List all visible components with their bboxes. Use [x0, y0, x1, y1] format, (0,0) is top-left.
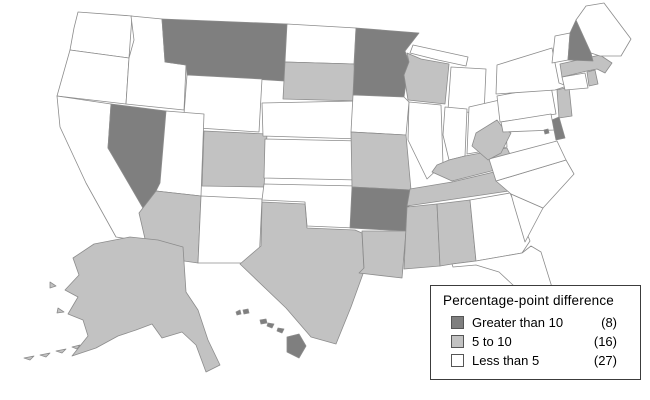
state-AR [349, 186, 412, 232]
state-NH [567, 19, 594, 62]
state-AK [23, 355, 35, 361]
state-CT [561, 72, 589, 91]
state-HI [266, 322, 275, 329]
state-VT [551, 32, 571, 64]
state-TX [239, 201, 365, 345]
state-AK [71, 344, 81, 350]
state-LA [358, 230, 407, 279]
state-MO [350, 131, 412, 191]
legend: Percentage-point difference Greater than… [430, 285, 641, 380]
legend-item-count: (27) [593, 353, 617, 368]
state-DC [543, 128, 550, 135]
state-NE [261, 100, 362, 140]
state-AK [56, 307, 65, 314]
legend-item-label: Less than 5 [472, 353, 540, 368]
state-ME [575, 2, 632, 57]
state-VA [488, 140, 567, 182]
state-AK [49, 281, 57, 289]
state-IN [442, 106, 468, 161]
legend-item-count: (8) [601, 315, 617, 330]
legend-item-greater-than-10: Greater than 10 (8) [451, 315, 631, 330]
state-CO [201, 130, 268, 188]
state-DE [551, 116, 566, 141]
legend-title: Percentage-point difference [443, 293, 615, 308]
state-AK [55, 348, 67, 354]
state-AL [436, 199, 477, 267]
state-IA [350, 94, 410, 136]
swatch-5-to-10-icon [451, 335, 464, 348]
legend-item-5-to-10: 5 to 10 (16) [451, 334, 631, 349]
legend-item-label: Greater than 10 [472, 315, 564, 330]
state-AK [39, 352, 51, 358]
legend-item-less-than-5: Less than 5 (27) [451, 353, 631, 368]
state-MI [409, 44, 469, 67]
swatch-greater-than-10-icon [451, 316, 464, 329]
state-WI [403, 52, 450, 105]
state-ND [284, 23, 357, 65]
state-OR [56, 49, 130, 105]
legend-item-count: (16) [593, 334, 617, 349]
legend-item-label: 5 to 10 [472, 334, 512, 349]
state-SD [282, 61, 358, 102]
state-HI [235, 309, 242, 316]
state-AK [64, 236, 221, 373]
state-MD [500, 113, 555, 133]
state-NJ [556, 86, 573, 119]
state-MS [403, 203, 441, 270]
state-HI [286, 333, 307, 359]
state-KS [263, 138, 362, 181]
state-HI [242, 308, 250, 315]
state-RI [586, 69, 599, 87]
state-HI [259, 318, 268, 325]
swatch-less-than-5-icon [451, 354, 464, 367]
state-HI [276, 327, 285, 334]
